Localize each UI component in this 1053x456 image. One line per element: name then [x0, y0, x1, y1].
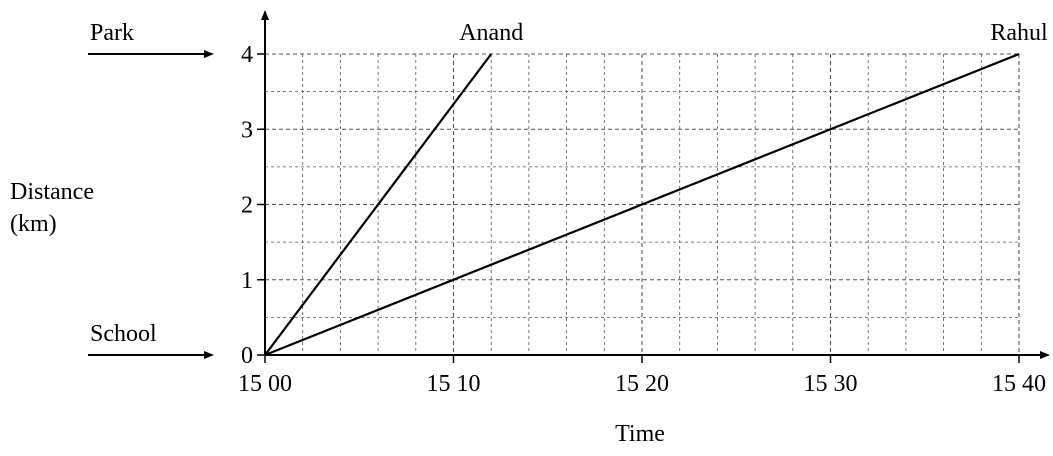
- x-axis-title: Time: [615, 421, 665, 447]
- grid-layer: [265, 53, 1020, 355]
- series-label-rahul: Rahul: [990, 20, 1048, 46]
- axis-layer: [88, 10, 1050, 363]
- x-tick-label: 15 40: [992, 371, 1046, 397]
- y-tick-label: 2: [241, 193, 253, 219]
- y-axis-title-line1: Distance: [10, 179, 94, 205]
- x-tick-label: 15 30: [804, 371, 858, 397]
- annotation-school: School: [90, 321, 157, 347]
- annotation-park: Park: [90, 20, 134, 46]
- x-tick-label: 15 10: [427, 371, 481, 397]
- series-label-anand: Anand: [459, 20, 523, 46]
- x-tick-label: 15 20: [615, 371, 669, 397]
- label-layer: 0 1 2 3 4 15 00 15 10 15 20 15 30 15 40 Anand Rahul…: [10, 20, 1048, 447]
- series-layer: [264, 52, 1020, 357]
- y-axis-title-line2: (km): [10, 211, 57, 237]
- y-tick-label: 4: [241, 42, 253, 68]
- y-tick-label: 3: [241, 117, 253, 143]
- x-tick-label: 15 00: [238, 371, 292, 397]
- y-tick-label: 0: [241, 343, 253, 369]
- y-tick-label: 1: [241, 268, 253, 294]
- series-line-anand: [264, 53, 493, 356]
- series-line-rahul: [264, 52, 1020, 357]
